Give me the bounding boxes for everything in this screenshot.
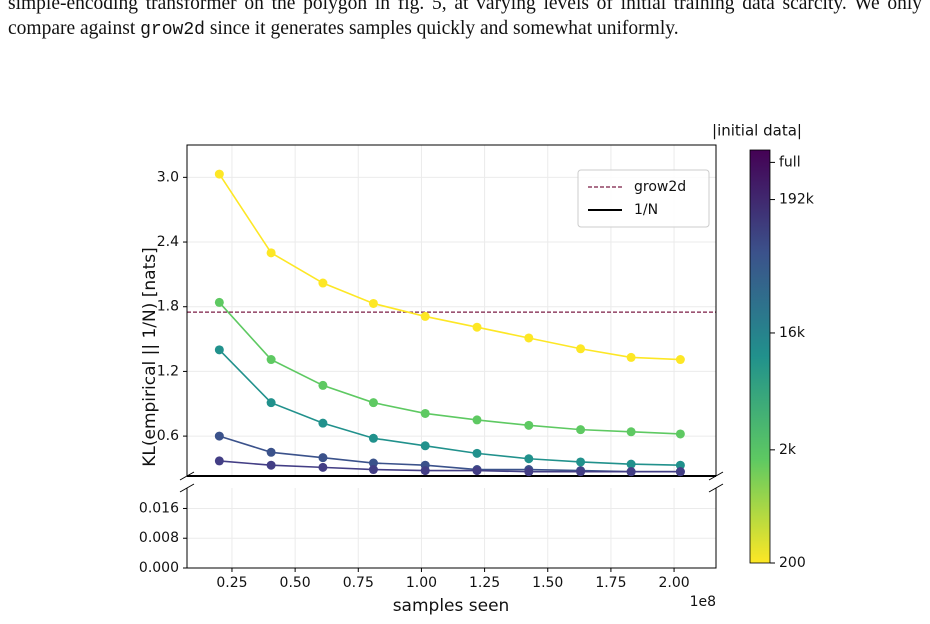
colorbar-tick-label: 200	[779, 555, 806, 571]
x-axis-label: samples seen	[393, 596, 510, 616]
x-tick-label: 0.25	[216, 575, 247, 591]
data-point	[675, 460, 685, 470]
data-point	[266, 398, 276, 408]
data-point	[214, 431, 224, 441]
data-point	[214, 345, 224, 355]
data-point	[420, 311, 430, 321]
x-tick-label: 1.50	[532, 575, 563, 591]
data-point	[318, 453, 328, 463]
legend	[577, 169, 710, 228]
data-point	[368, 298, 378, 308]
y-tick-label: 1.2	[157, 363, 179, 379]
data-point	[576, 467, 586, 477]
legend-label: 1/N	[634, 202, 658, 218]
data-point	[214, 456, 224, 466]
data-point	[524, 420, 534, 430]
data-point	[472, 448, 482, 458]
y-tick-label: 2.4	[157, 234, 179, 250]
text: simple-encoding transformer on the polyg…	[8, 0, 922, 39]
colorbar-title: |initial data|	[712, 122, 802, 140]
colorbar-tick-label: 16k	[779, 325, 806, 341]
y-tick-label: 0.016	[139, 500, 179, 516]
data-point	[524, 454, 534, 464]
y-axis-label: KL(empirical || 1/N) [nats]	[140, 247, 160, 467]
y-tick-label: 1.8	[157, 299, 179, 315]
data-point	[420, 466, 430, 476]
y-tick-label: 0.008	[139, 530, 179, 546]
series-line	[218, 349, 681, 467]
axis-break	[179, 471, 724, 493]
data-point	[318, 462, 328, 472]
data-point	[576, 457, 586, 467]
data-point	[368, 465, 378, 475]
data-point	[214, 297, 224, 307]
data-point	[266, 460, 276, 470]
y-tick-label: 3.0	[157, 169, 179, 185]
lower-spine	[186, 488, 717, 569]
data-point	[472, 466, 482, 476]
data-point	[472, 322, 482, 332]
data-point	[576, 425, 586, 435]
data-point	[675, 467, 685, 477]
data-point	[318, 278, 328, 288]
data-point	[524, 333, 534, 343]
series-line	[218, 301, 681, 435]
data-point	[626, 427, 636, 437]
marks	[187, 169, 716, 477]
colorbar-tick-label: full	[779, 154, 801, 170]
data-point	[214, 169, 224, 179]
paragraph: simple-encoding transformer on the polyg…	[8, 0, 922, 43]
data-point	[368, 458, 378, 468]
x-tick-label: 1.00	[406, 575, 437, 591]
data-point	[318, 418, 328, 428]
colorbar	[749, 149, 771, 564]
colorbar-tick-label: 2k	[779, 442, 797, 458]
y-tick-label: 0.6	[157, 428, 179, 444]
data-point	[675, 355, 685, 365]
grid	[187, 145, 716, 569]
legend-label: grow2d	[634, 179, 686, 195]
x-tick-label: 0.75	[343, 575, 374, 591]
y-tick-label: 0.000	[139, 560, 179, 576]
data-point	[524, 467, 534, 477]
code: grow2d	[140, 20, 205, 40]
data-point	[626, 459, 636, 469]
data-point	[472, 415, 482, 425]
data-point	[576, 344, 586, 354]
series-line	[218, 173, 681, 361]
colorbar-tick-label: 192k	[779, 192, 815, 208]
x-tick-label: 2.00	[658, 575, 689, 591]
upper-spine	[186, 144, 717, 476]
text: since it generates samples quickly and s…	[204, 18, 679, 39]
series-line	[219, 460, 681, 473]
data-point	[420, 441, 430, 451]
x-tick-label: 0.50	[280, 575, 311, 591]
x-tick-label: 1.25	[469, 575, 500, 591]
x-offset-label: 1e8	[690, 594, 716, 610]
data-point	[266, 447, 276, 457]
data-point	[266, 248, 276, 258]
data-point	[318, 380, 328, 390]
data-point	[626, 352, 636, 362]
data-point	[266, 355, 276, 365]
data-point	[368, 433, 378, 443]
data-point	[626, 467, 636, 477]
data-point	[675, 429, 685, 439]
data-point	[420, 408, 430, 418]
data-point	[368, 398, 378, 408]
x-tick-label: 1.75	[595, 575, 626, 591]
